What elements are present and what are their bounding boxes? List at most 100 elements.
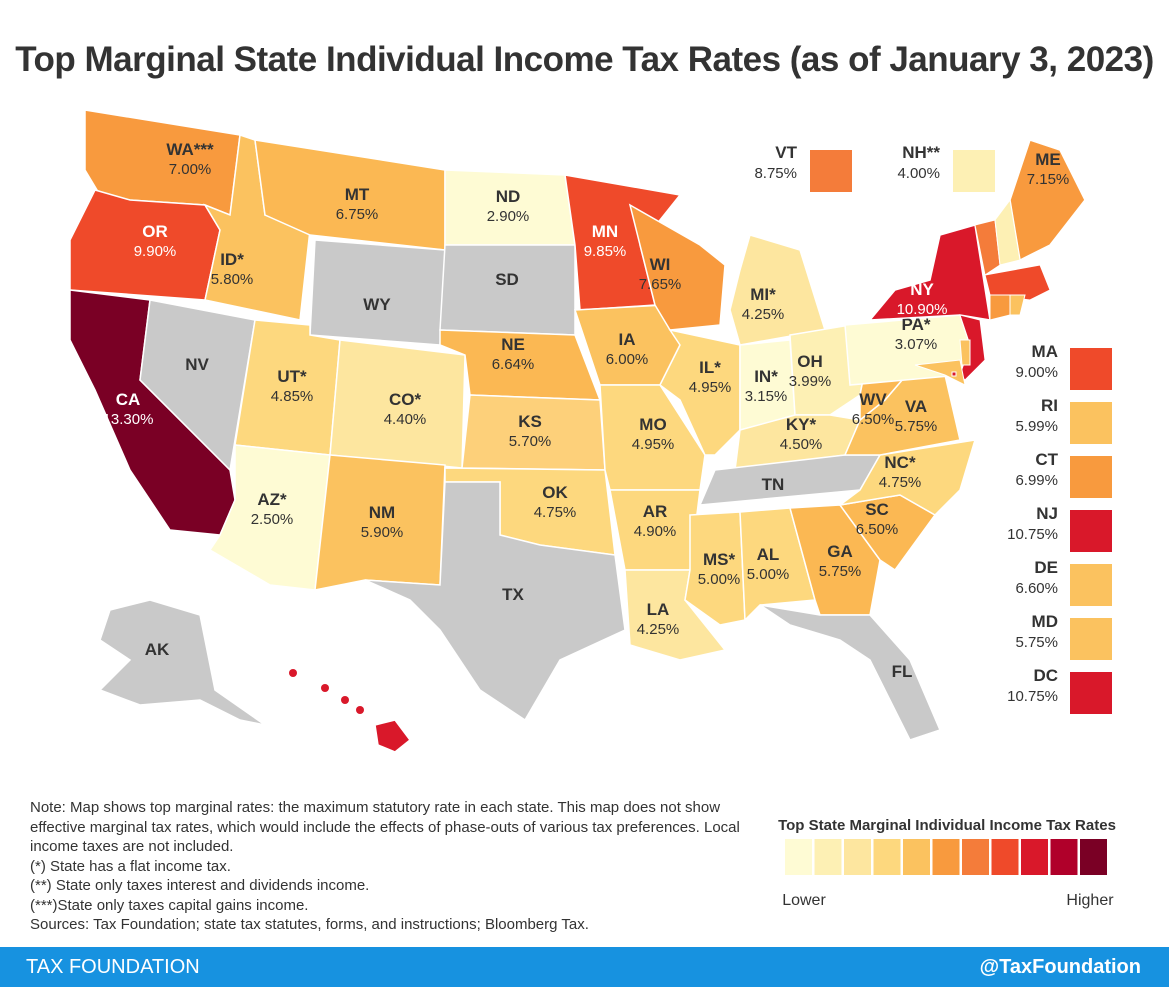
island	[321, 684, 329, 692]
state-abbr: IN*	[754, 367, 778, 386]
side-swatch	[1070, 618, 1112, 660]
state-abbr: TX	[502, 585, 524, 604]
state-abbr: NV	[185, 355, 209, 374]
legend-low: Lower	[782, 892, 826, 909]
state-abbr: OR	[142, 222, 168, 241]
island	[341, 696, 349, 704]
side-abbr: DE	[1034, 558, 1058, 577]
side-rate: 4.00%	[897, 165, 940, 182]
state-shape	[959, 339, 971, 366]
side-swatch	[1070, 510, 1112, 552]
state-abbr: ND	[496, 187, 521, 206]
state-abbr: IA	[619, 330, 636, 349]
state-abbr: VA	[905, 397, 927, 416]
state-rate: 5.00%	[747, 566, 790, 583]
state-shape	[759, 604, 942, 741]
state-rate: 4.40%	[384, 411, 427, 428]
title: Top Marginal State Individual Income Tax…	[15, 40, 1154, 79]
state-abbr: WI	[650, 255, 671, 274]
state-rate: 7.00%	[169, 161, 212, 178]
state-abbr: IL*	[699, 358, 721, 377]
state-rate: 13.30%	[103, 411, 154, 428]
state-abbr: AR	[643, 502, 668, 521]
state-rate: 3.99%	[789, 373, 832, 390]
state-abbr: SD	[495, 270, 519, 289]
state-abbr: WY	[363, 295, 391, 314]
side-rate: 10.75%	[1007, 688, 1058, 705]
state-rate: 4.25%	[637, 621, 680, 638]
state-abbr: NE	[501, 335, 525, 354]
state-abbr: CA	[116, 390, 141, 409]
state-abbr: PA*	[902, 315, 931, 334]
side-rate: 5.75%	[1015, 634, 1058, 651]
state-shape	[364, 481, 626, 722]
state-shape	[1009, 294, 1026, 316]
state-rate: 3.15%	[745, 388, 788, 405]
state-rate: 4.95%	[689, 379, 732, 396]
legend-swatch	[1021, 839, 1048, 875]
state-abbr: OK	[542, 483, 568, 502]
legend-high: Higher	[1066, 892, 1114, 909]
side-abbr: CT	[1035, 450, 1058, 469]
state-abbr: FL	[892, 662, 913, 681]
note-line: Sources: Tax Foundation; state tax statu…	[30, 916, 589, 933]
legend-swatch	[873, 839, 901, 875]
side-rate: 9.00%	[1015, 364, 1058, 381]
state-abbr: CO*	[389, 390, 422, 409]
side-swatch	[953, 150, 995, 192]
state-rate: 9.90%	[134, 243, 177, 260]
state-shape	[374, 719, 412, 753]
side-abbr: DC	[1033, 666, 1058, 685]
legend-swatch	[844, 839, 871, 875]
state-shape	[98, 599, 266, 726]
state-rate: 4.90%	[634, 523, 677, 540]
map: WA*** 7.00% OR 9.90% CA 13.30% NV ID* 5.80% MT 6.7…	[69, 109, 1116, 909]
state-shape	[914, 359, 966, 386]
state-shape	[628, 203, 726, 331]
side-rate: 5.99%	[1015, 418, 1058, 435]
state-rate: 4.75%	[879, 474, 922, 491]
side-abbr: VT	[775, 143, 797, 162]
state-abbr: KY*	[786, 415, 817, 434]
footer-brand: TAX FOUNDATION	[26, 956, 200, 978]
legend-swatch	[1050, 839, 1078, 875]
notes: Note: Map shows top marginal rates: the …	[30, 798, 750, 935]
state-shape	[309, 239, 446, 346]
side-rate: 10.75%	[1007, 526, 1058, 543]
state-abbr: AK	[145, 640, 170, 659]
state-abbr: ME	[1035, 150, 1061, 169]
state-shape	[994, 198, 1021, 266]
state-abbr: SC	[865, 500, 889, 519]
state-rate: 7.15%	[1027, 171, 1070, 188]
state-rate: 4.95%	[632, 436, 675, 453]
state-shape	[739, 507, 816, 622]
side-swatch	[1070, 672, 1112, 714]
state-shape	[989, 294, 1011, 321]
state-rate: 4.75%	[534, 504, 577, 521]
side-swatch	[1070, 348, 1112, 390]
state-rate: 5.75%	[895, 418, 938, 435]
state-shape	[139, 299, 256, 472]
state-rate: 6.64%	[492, 356, 535, 373]
legend-swatch	[785, 839, 812, 875]
state-abbr: MS*	[703, 550, 736, 569]
state-shape	[314, 454, 446, 591]
footer: TAX FOUNDATION @TaxFoundation	[0, 947, 1169, 987]
legend-swatch	[1080, 839, 1107, 875]
side-swatch	[1070, 456, 1112, 498]
state-rate: 4.85%	[271, 388, 314, 405]
state-shape	[951, 371, 957, 377]
state-rate: 5.00%	[698, 571, 741, 588]
state-shape	[254, 139, 446, 251]
state-abbr: UT*	[277, 367, 307, 386]
state-rate: 9.85%	[584, 243, 627, 260]
state-rate: 7.65%	[639, 276, 682, 293]
state-rate: 5.90%	[361, 524, 404, 541]
state-abbr: KS	[518, 412, 542, 431]
state-abbr: MN	[592, 222, 618, 241]
state-rate: 6.50%	[852, 411, 895, 428]
state-abbr: NC*	[884, 453, 916, 472]
side-rate: 6.99%	[1015, 472, 1058, 489]
state-shape	[439, 244, 576, 336]
